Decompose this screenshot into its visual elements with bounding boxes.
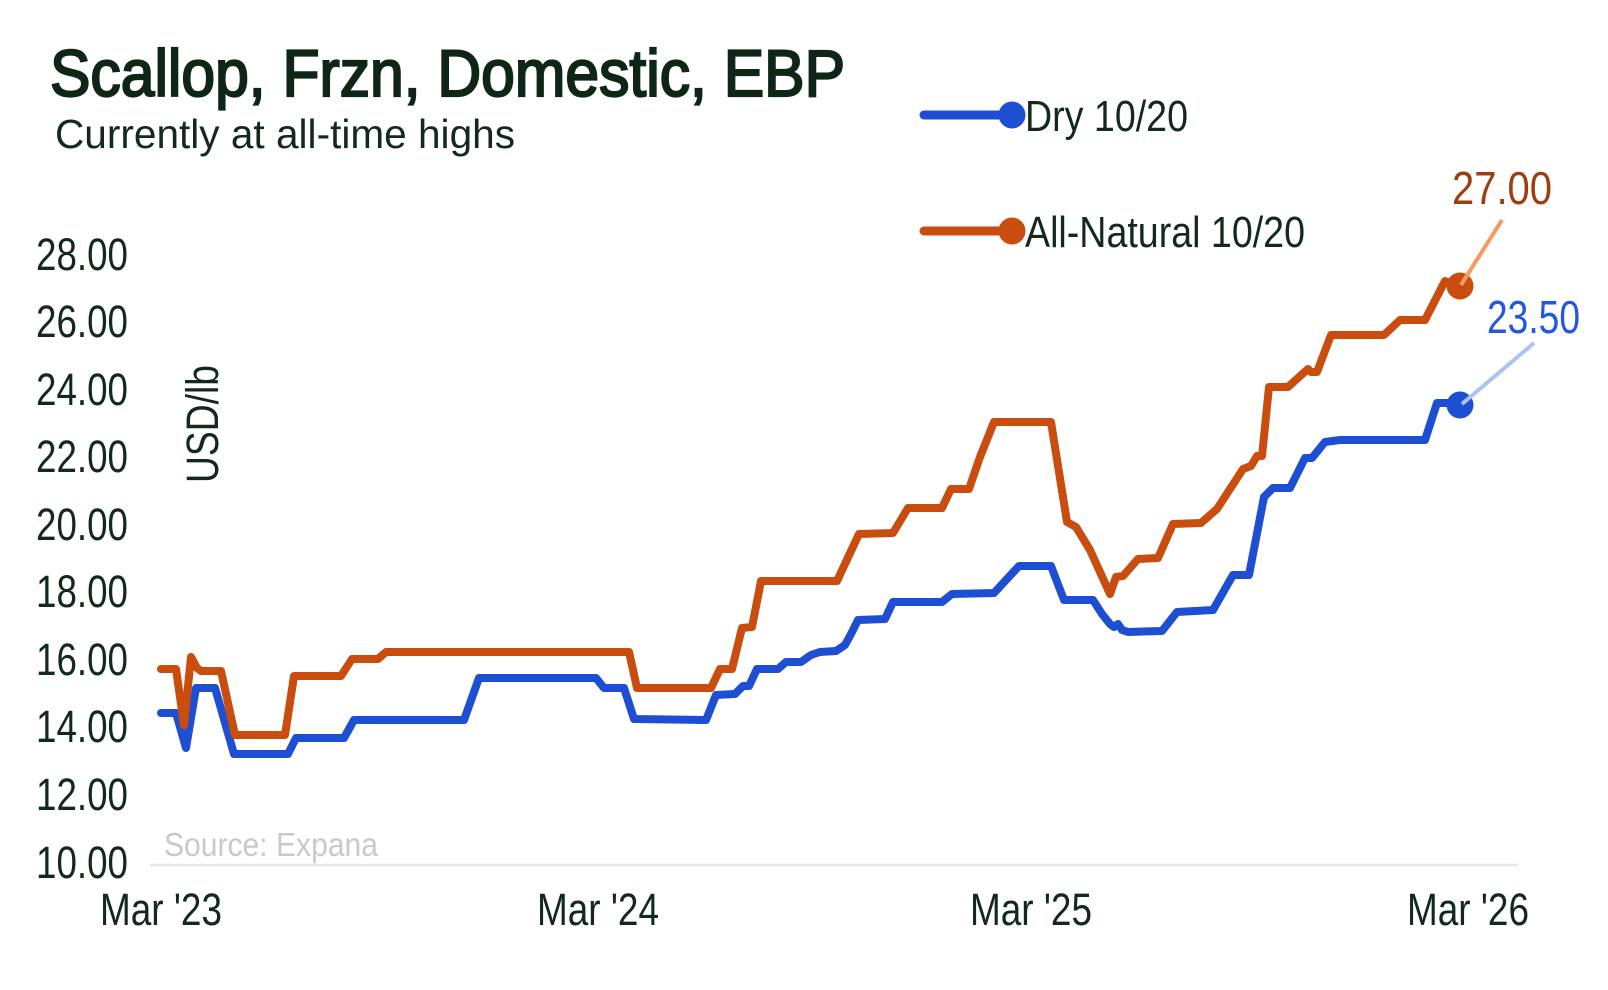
svg-text:28.00: 28.00 [36,229,128,280]
svg-text:Mar '23: Mar '23 [100,884,222,935]
svg-text:23.50: 23.50 [1487,291,1580,343]
svg-text:Mar '24: Mar '24 [537,884,659,935]
svg-text:Mar '26: Mar '26 [1407,884,1529,935]
svg-text:20.00: 20.00 [36,499,128,550]
svg-text:Mar '25: Mar '25 [970,884,1092,935]
svg-text:10.00: 10.00 [36,837,128,888]
svg-text:18.00: 18.00 [36,566,128,617]
svg-text:12.00: 12.00 [36,769,128,820]
svg-text:Currently at all-time highs: Currently at all-time highs [55,111,515,157]
svg-text:USD/lb: USD/lb [177,365,228,483]
svg-text:Scallop, Frzn, Domestic, EBP: Scallop, Frzn, Domestic, EBP [50,36,845,110]
svg-text:Source: Expana: Source: Expana [164,826,379,863]
svg-text:22.00: 22.00 [36,431,128,482]
svg-text:26.00: 26.00 [36,296,128,347]
svg-text:14.00: 14.00 [36,701,128,752]
svg-text:24.00: 24.00 [36,364,128,415]
svg-text:Dry 10/20: Dry 10/20 [1025,92,1188,141]
svg-text:16.00: 16.00 [36,634,128,685]
svg-text:27.00: 27.00 [1452,162,1552,214]
svg-text:All-Natural 10/20: All-Natural 10/20 [1025,208,1305,257]
